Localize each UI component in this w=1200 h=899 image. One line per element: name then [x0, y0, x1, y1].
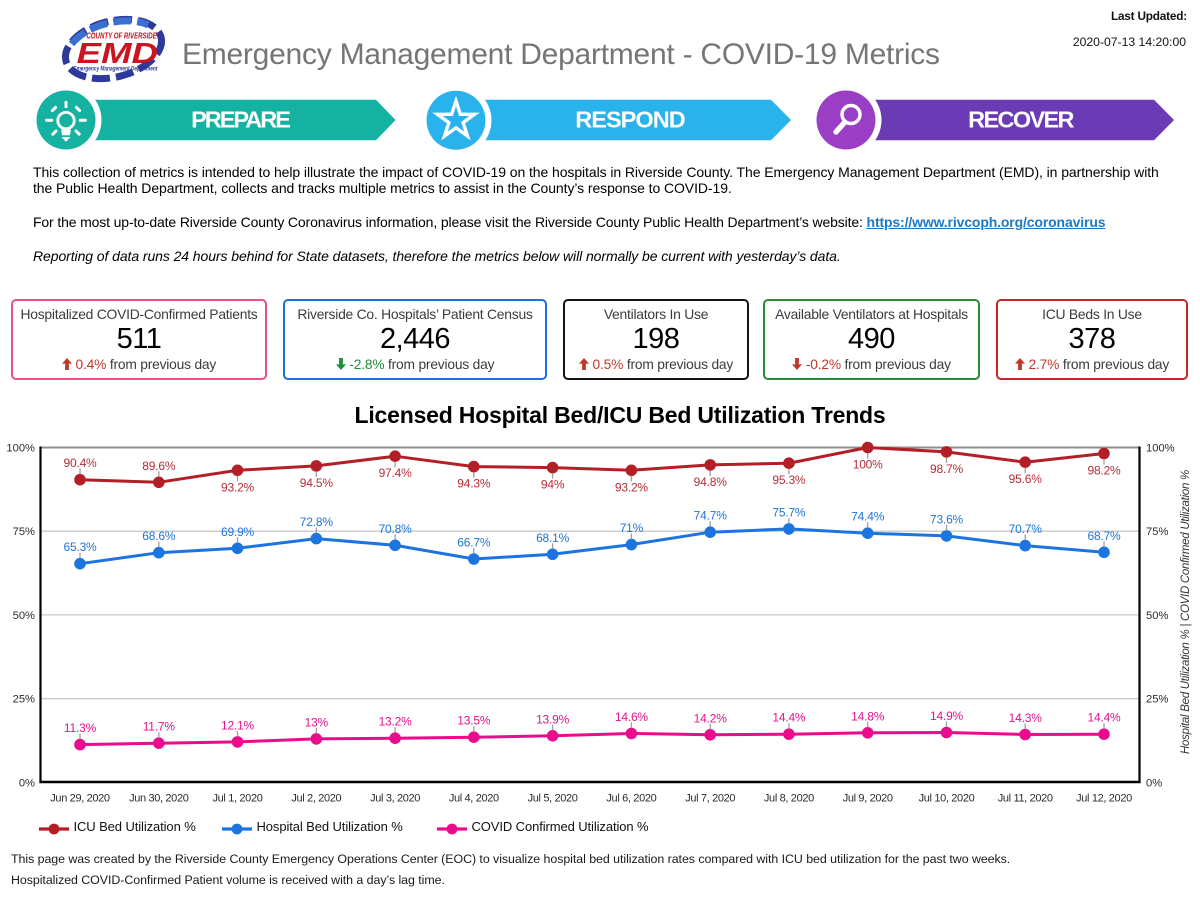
svg-text:95.3%: 95.3%	[772, 473, 806, 487]
svg-text:73.6%: 73.6%	[930, 512, 964, 526]
svg-text:50%: 50%	[13, 610, 35, 622]
svg-text:Jul 10, 2020: Jul 10, 2020	[919, 793, 975, 805]
svg-text:93.2%: 93.2%	[221, 480, 255, 494]
svg-text:74.7%: 74.7%	[694, 509, 728, 523]
svg-text:Jul 5, 2020: Jul 5, 2020	[528, 793, 578, 805]
svg-text:94.3%: 94.3%	[457, 477, 491, 491]
svg-text:Hospital Bed Utilization % | C: Hospital Bed Utilization % | COVID Confi…	[1180, 470, 1192, 754]
svg-text:Jul 3, 2020: Jul 3, 2020	[370, 793, 420, 805]
svg-text:66.7%: 66.7%	[457, 536, 491, 550]
svg-text:11.3%: 11.3%	[64, 721, 97, 735]
svg-text:65.3%: 65.3%	[63, 540, 97, 554]
svg-text:14.6%: 14.6%	[615, 710, 649, 724]
svg-text:Jul 12, 2020: Jul 12, 2020	[1076, 793, 1132, 805]
svg-text:Jul 11, 2020: Jul 11, 2020	[998, 793, 1053, 805]
svg-text:Jul 2, 2020: Jul 2, 2020	[291, 793, 341, 805]
svg-text:94.8%: 94.8%	[694, 475, 728, 489]
svg-text:71%: 71%	[620, 521, 644, 535]
svg-text:Jul 9, 2020: Jul 9, 2020	[843, 793, 893, 805]
svg-text:75.7%: 75.7%	[772, 505, 806, 519]
svg-text:68.7%: 68.7%	[1087, 529, 1121, 543]
svg-text:Emergency Management Departmen: Emergency Management Department	[73, 66, 158, 73]
svg-text:50%: 50%	[1146, 610, 1168, 622]
svg-text:25%: 25%	[13, 694, 35, 706]
svg-text:0%: 0%	[1146, 777, 1162, 789]
svg-text:14.8%: 14.8%	[851, 709, 885, 723]
svg-text:100%: 100%	[853, 458, 883, 472]
svg-text:95.6%: 95.6%	[1009, 472, 1043, 486]
svg-text:13.2%: 13.2%	[379, 715, 413, 729]
svg-text:74.4%: 74.4%	[851, 510, 885, 524]
svg-text:13%: 13%	[305, 715, 329, 729]
svg-text:68.6%: 68.6%	[142, 529, 176, 543]
svg-text:COUNTY OF RIVERSIDE: COUNTY OF RIVERSIDE	[86, 32, 157, 41]
svg-text:14.3%: 14.3%	[1009, 711, 1043, 725]
svg-text:75%: 75%	[1146, 526, 1168, 538]
svg-text:RECOVER: RECOVER	[968, 106, 1074, 132]
svg-text:11.7%: 11.7%	[143, 720, 176, 734]
svg-text:93.2%: 93.2%	[615, 480, 649, 494]
svg-text:Jul 1, 2020: Jul 1, 2020	[213, 793, 263, 805]
svg-text:COVID Confirmed Utilization %: COVID Confirmed Utilization %	[472, 819, 650, 834]
svg-text:13.9%: 13.9%	[536, 712, 570, 726]
svg-text:Jun 30, 2020: Jun 30, 2020	[129, 793, 189, 805]
svg-text:14.4%: 14.4%	[1087, 711, 1121, 725]
svg-text:14.2%: 14.2%	[694, 711, 728, 725]
svg-text:89.6%: 89.6%	[142, 459, 176, 473]
svg-text:100%: 100%	[1146, 443, 1175, 455]
svg-text:90.4%: 90.4%	[63, 456, 97, 470]
svg-text:97.4%: 97.4%	[379, 466, 413, 480]
svg-text:Jun 29, 2020: Jun 29, 2020	[50, 793, 110, 805]
svg-text:98.7%: 98.7%	[930, 462, 964, 476]
svg-text:69.9%: 69.9%	[221, 525, 255, 539]
svg-text:13.5%: 13.5%	[457, 714, 491, 728]
svg-text:PREPARE: PREPARE	[191, 106, 290, 132]
svg-text:12.1%: 12.1%	[221, 718, 255, 732]
svg-text:70.7%: 70.7%	[1009, 522, 1043, 536]
svg-text:14.9%: 14.9%	[930, 709, 964, 723]
svg-text:100%: 100%	[6, 443, 35, 455]
svg-text:98.2%: 98.2%	[1087, 464, 1121, 478]
svg-text:Jul 4, 2020: Jul 4, 2020	[449, 793, 499, 805]
svg-text:0%: 0%	[19, 777, 35, 789]
svg-text:14.4%: 14.4%	[772, 711, 806, 725]
svg-text:RESPOND: RESPOND	[575, 106, 685, 132]
svg-text:Jul 6, 2020: Jul 6, 2020	[606, 793, 656, 805]
svg-text:Jul 7, 2020: Jul 7, 2020	[685, 793, 735, 805]
svg-text:68.1%: 68.1%	[536, 531, 570, 545]
svg-text:72.8%: 72.8%	[300, 515, 334, 529]
svg-text:Hospital Bed Utilization %: Hospital Bed Utilization %	[257, 819, 404, 834]
svg-text:94.5%: 94.5%	[300, 476, 334, 490]
svg-text:EMD: EMD	[77, 38, 158, 70]
svg-text:25%: 25%	[1146, 694, 1168, 706]
svg-text:Jul 8, 2020: Jul 8, 2020	[764, 793, 814, 805]
svg-text:94%: 94%	[541, 478, 565, 492]
svg-text:ICU Bed Utilization %: ICU Bed Utilization %	[74, 819, 197, 834]
svg-text:70.8%: 70.8%	[379, 522, 413, 536]
svg-text:75%: 75%	[13, 526, 35, 538]
